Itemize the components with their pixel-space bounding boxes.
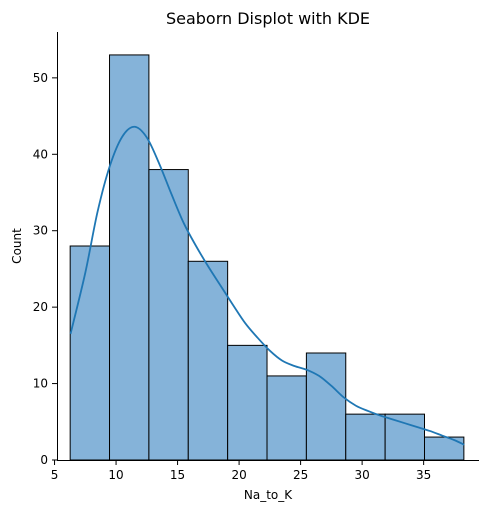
y-tick-label: 10 xyxy=(33,377,48,391)
histogram-bars xyxy=(69,54,465,461)
x-axis-ticks: 5 10 15 20 25 30 35 xyxy=(51,460,431,482)
x-tick-label: 25 xyxy=(293,468,308,482)
x-tick-label: 30 xyxy=(354,468,369,482)
y-tick-label: 30 xyxy=(33,224,48,238)
x-tick-label: 5 xyxy=(51,468,59,482)
kde-curve xyxy=(69,125,465,446)
y-tick-label: 20 xyxy=(33,300,48,314)
x-tick-label: 10 xyxy=(108,468,123,482)
histogram-bar xyxy=(345,413,386,461)
x-tick-label: 20 xyxy=(231,468,246,482)
histogram-bar xyxy=(148,169,189,461)
y-axis-label: Count xyxy=(10,228,24,264)
histogram-bar xyxy=(266,375,307,461)
y-axis-ticks: 0 10 20 30 40 50 xyxy=(33,71,57,467)
x-tick-label: 15 xyxy=(170,468,185,482)
histogram-bar xyxy=(69,245,111,461)
y-tick-label: 0 xyxy=(40,453,48,467)
histogram-bar xyxy=(187,260,229,461)
histogram-bar xyxy=(305,352,347,461)
histogram-bar xyxy=(384,413,426,461)
chart-title: Seaborn Displot with KDE xyxy=(166,9,370,28)
histogram-bar xyxy=(227,344,268,461)
x-tick-label: 35 xyxy=(416,468,431,482)
y-tick-label: 40 xyxy=(33,147,48,161)
histogram-bar xyxy=(424,436,465,461)
x-axis-label: Na_to_K xyxy=(244,488,293,502)
y-tick-label: 50 xyxy=(33,71,48,85)
histogram-bar xyxy=(109,54,150,461)
